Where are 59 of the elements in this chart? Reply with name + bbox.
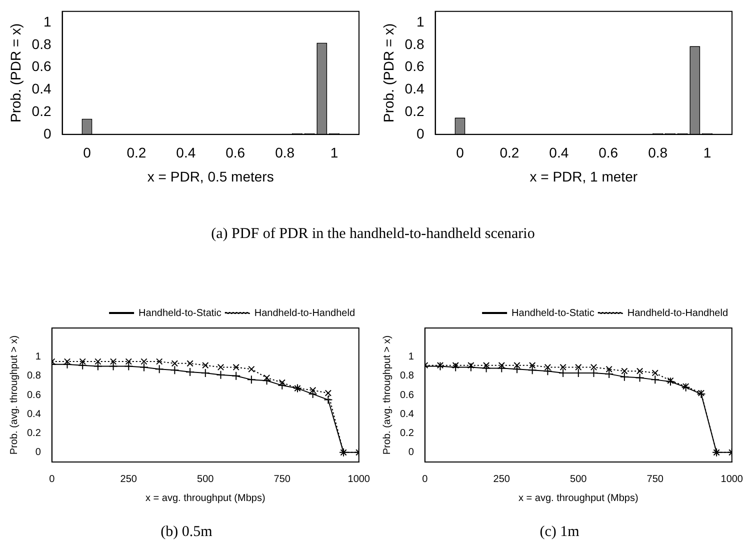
x-tick-label: 0.4	[549, 144, 569, 161]
legend-label: Handheld-to-Handheld	[627, 308, 728, 319]
y-tick-label: 0.2	[32, 102, 52, 119]
x-tick-label: 0	[83, 144, 92, 161]
y-tick-label: 1	[35, 351, 42, 362]
x-tick-label: 500	[570, 474, 588, 485]
y-tick-label: 0.4	[400, 408, 414, 420]
x-axis-title: x = avg. throughput (Mbps)	[518, 492, 638, 504]
y-tick-label: 0.8	[404, 36, 424, 52]
text: (a) PDF of PDR in the handheld-to-handheld scenario	[210, 226, 536, 243]
text: (c) 1m	[538, 524, 580, 541]
y-tick-label: 1	[408, 351, 414, 362]
legend-label: Handheld-to-Handheld	[254, 308, 355, 319]
y-tick-label: 0.6	[32, 58, 52, 74]
text: (b) 0.5m	[160, 524, 214, 541]
y-tick-label: 0	[35, 447, 42, 458]
x-tick-label: 1000	[720, 474, 744, 485]
y-tick-label: 0.6	[404, 58, 424, 74]
y-tick-label: 0.4	[32, 80, 52, 97]
x-tick-label: 0.4	[176, 144, 196, 161]
y-axis-title: Prob. (avg. throughput > x)	[8, 335, 20, 455]
y-tick-label: 0.4	[404, 80, 424, 97]
x-tick-label: 250	[120, 474, 138, 485]
x-tick-label: 1	[330, 144, 338, 161]
y-tick-label: 0.6	[26, 390, 42, 401]
y-tick-label: 0.2	[404, 102, 424, 119]
x-tick-label: 0.2	[126, 144, 146, 161]
y-tick-label: 0.4	[26, 408, 42, 420]
x-axis-title: x = PDR, 1 meter	[530, 168, 638, 184]
x-axis-title: x = avg. throughput (Mbps)	[145, 492, 266, 504]
x-axis-title: x = PDR, 0.5 meters	[147, 168, 274, 184]
x-tick-label: 0.6	[598, 144, 618, 161]
x-tick-label: 750	[646, 474, 664, 485]
y-tick-label: 0.6	[400, 390, 414, 401]
y-tick-label: 0.2	[26, 428, 42, 440]
x-tick-label: 0	[456, 144, 464, 161]
y-tick-label: 0.2	[400, 428, 414, 440]
x-tick-label: 1	[703, 144, 712, 161]
y-axis-title: Prob. (PDR = x)	[7, 23, 24, 122]
x-tick-label: 250	[493, 474, 510, 485]
legend-label: Handheld-to-Static	[138, 308, 222, 319]
y-tick-label: 0.8	[26, 370, 42, 382]
x-tick-label: 0.6	[226, 144, 246, 161]
x-tick-label: 0.8	[275, 144, 295, 161]
y-axis-title: Prob. (PDR = x)	[380, 23, 396, 122]
x-tick-label: 1000	[348, 474, 370, 485]
y-tick-label: 0	[416, 125, 424, 142]
x-tick-label: 500	[197, 474, 214, 485]
y-tick-label: 0	[43, 125, 52, 142]
x-tick-label: 0.2	[500, 144, 520, 161]
x-tick-label: 0.8	[648, 144, 668, 161]
legend-label: Handheld-to-Static	[512, 308, 594, 319]
x-tick-label: 750	[274, 474, 291, 485]
y-axis-title: Prob. (avg. throughput > x)	[382, 335, 393, 455]
y-tick-label: 0.8	[32, 36, 52, 52]
y-tick-label: 1	[416, 13, 424, 30]
y-tick-label: 1	[43, 13, 52, 30]
y-tick-label: 0	[408, 447, 414, 458]
y-tick-label: 0.8	[400, 370, 414, 382]
